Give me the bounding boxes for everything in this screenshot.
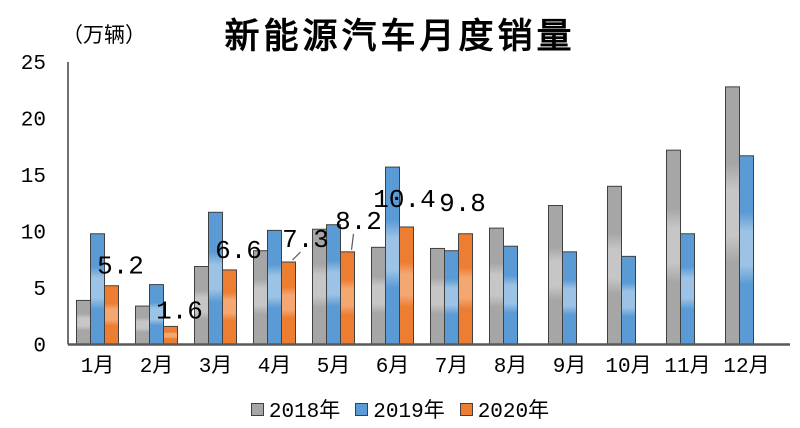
- bar-2018年-2月: [135, 305, 150, 345]
- bar-2019年-7月: [444, 250, 459, 346]
- legend-item-2020年: 2020年: [459, 394, 550, 424]
- legend: 2018年 2019年 2020年: [0, 394, 800, 424]
- bar-2018年-1月: [76, 299, 91, 345]
- bar-2019年-10月: [621, 255, 636, 345]
- x-category-label: 1月: [81, 355, 115, 379]
- x-category-label: 9月: [553, 355, 587, 379]
- bar-2019年-1月: [90, 233, 105, 345]
- y-tick-label: 5: [33, 279, 46, 302]
- x-category-label: 3月: [199, 355, 233, 379]
- legend-swatch: [355, 402, 369, 416]
- legend-label: 2019年: [373, 401, 445, 424]
- bar-2018年-7月: [430, 247, 445, 345]
- y-tick-label: 20: [21, 110, 46, 133]
- leader-line: [292, 251, 301, 261]
- bar-2019年-3月: [208, 211, 223, 345]
- x-category-label: 4月: [258, 355, 292, 379]
- y-tick-label: 10: [21, 223, 46, 246]
- data-label: 5.2: [97, 252, 144, 282]
- data-label: 1.6: [156, 296, 203, 326]
- data-label: 9.8: [439, 189, 486, 219]
- bar-2019年-4月: [267, 229, 282, 345]
- y-tick-label: 25: [21, 53, 46, 76]
- bar-2020年-5月: [340, 251, 355, 345]
- y-tick-label: 0: [33, 336, 46, 359]
- bar-2020年-2月: [163, 325, 178, 346]
- bar-2019年-12月: [739, 155, 754, 345]
- y-tick-label: 15: [21, 166, 46, 189]
- bar-2020年-3月: [222, 269, 237, 346]
- data-label: 10.4: [373, 185, 435, 215]
- y-axis-unit-label: （万辆）: [62, 23, 146, 47]
- chart-title: 新能源汽车月度销量: [224, 17, 576, 56]
- x-category-label: 7月: [435, 355, 469, 379]
- bar-2020年-6月: [399, 226, 414, 345]
- bar-2020年-7月: [458, 233, 473, 345]
- bar-2019年-9月: [562, 251, 577, 345]
- x-category-label: 8月: [494, 355, 528, 379]
- x-category-label: 2月: [140, 355, 174, 379]
- x-category-label: 10月: [605, 355, 651, 379]
- legend-label: 2020年: [477, 401, 550, 424]
- x-category-label: 5月: [317, 355, 351, 379]
- bar-2020年-1月: [104, 285, 119, 345]
- bar-2019年-11月: [680, 233, 695, 345]
- bar-2018年-12月: [725, 86, 740, 346]
- legend-item-2019年: 2019年: [355, 394, 445, 424]
- legend-label: 2018年: [268, 401, 341, 424]
- leader-line: [350, 233, 355, 250]
- bar-2019年-8月: [503, 245, 518, 345]
- bar-2018年-8月: [489, 227, 504, 345]
- bar-plot: 0 5 10 15 20 25 1月 2月 3月 4月 5月 6月 7月 8月 9月 10月 11月 12月 5.2…: [21, 53, 790, 379]
- data-label: 7.3: [282, 225, 329, 255]
- legend-item-2018年: 2018年: [250, 394, 341, 424]
- bar-2018年-9月: [548, 205, 563, 345]
- data-label: 8.2: [335, 207, 382, 237]
- x-category-label: 12月: [723, 355, 769, 379]
- legend-swatch: [459, 402, 473, 416]
- bar-2020年-4月: [281, 261, 296, 346]
- x-category-label: 11月: [664, 355, 710, 379]
- x-category-label: 6月: [376, 355, 410, 379]
- legend-swatch: [250, 402, 264, 416]
- data-label: 6.6: [215, 236, 262, 266]
- bar-2018年-10月: [607, 185, 622, 345]
- bar-2018年-11月: [666, 149, 681, 345]
- bar-2018年-6月: [371, 246, 386, 346]
